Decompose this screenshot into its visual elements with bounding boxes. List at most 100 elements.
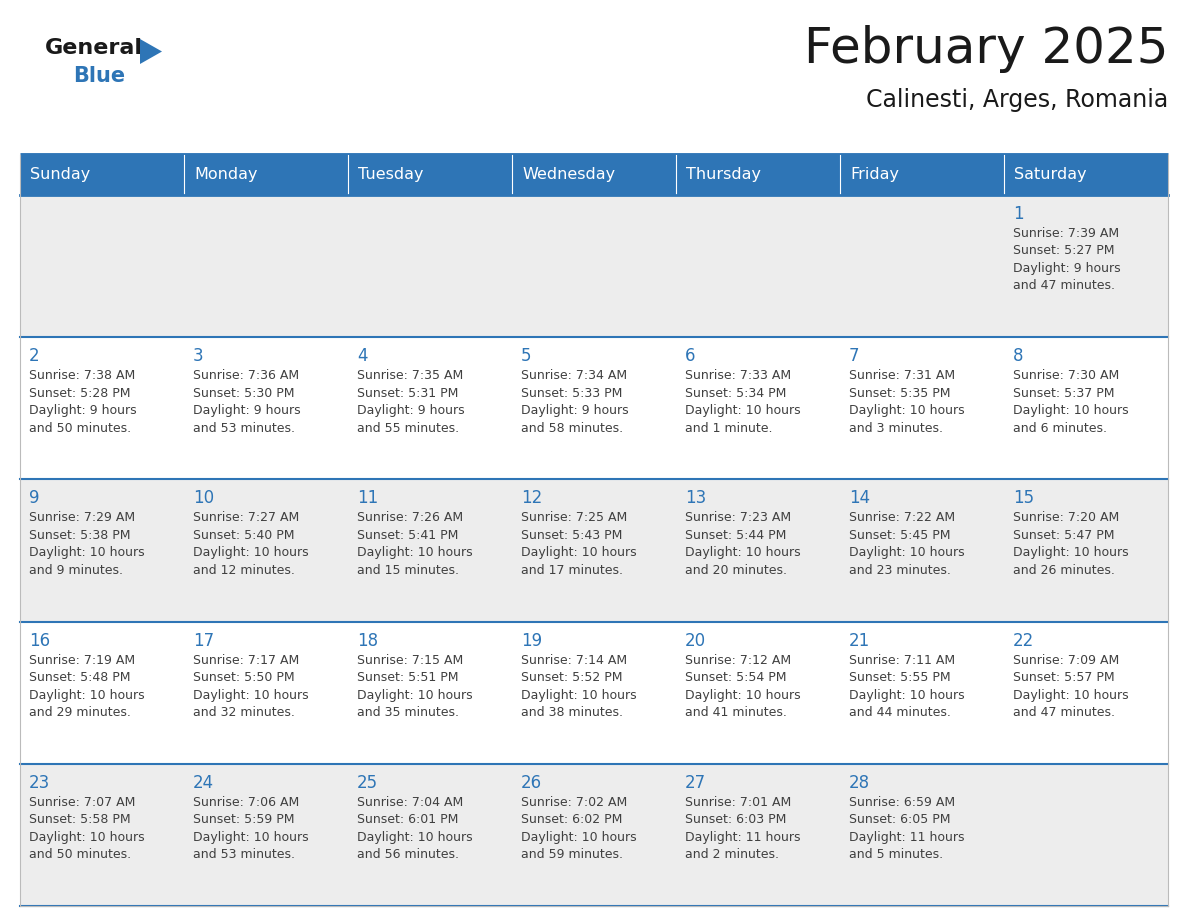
Bar xyxy=(840,621,1004,764)
Bar xyxy=(1004,195,1168,337)
Text: Saturday: Saturday xyxy=(1015,167,1087,183)
Text: Sunset: 5:47 PM: Sunset: 5:47 PM xyxy=(1013,529,1114,542)
Text: Sunrise: 7:17 AM: Sunrise: 7:17 AM xyxy=(192,654,299,666)
Text: 20: 20 xyxy=(685,632,706,650)
Text: 27: 27 xyxy=(685,774,706,792)
Text: and 53 minutes.: and 53 minutes. xyxy=(192,421,295,435)
Text: Sunrise: 7:22 AM: Sunrise: 7:22 AM xyxy=(849,511,955,524)
Text: and 56 minutes.: and 56 minutes. xyxy=(358,848,459,861)
Text: Daylight: 10 hours: Daylight: 10 hours xyxy=(522,831,637,844)
Text: and 35 minutes.: and 35 minutes. xyxy=(358,706,459,719)
Text: Sunset: 5:30 PM: Sunset: 5:30 PM xyxy=(192,386,295,399)
Text: 13: 13 xyxy=(685,489,706,508)
Text: Daylight: 10 hours: Daylight: 10 hours xyxy=(685,688,801,701)
Bar xyxy=(512,337,676,479)
Text: Sunrise: 7:33 AM: Sunrise: 7:33 AM xyxy=(685,369,791,382)
Bar xyxy=(676,764,840,906)
Text: Sunrise: 7:14 AM: Sunrise: 7:14 AM xyxy=(522,654,627,666)
Bar xyxy=(840,155,1004,195)
Text: Sunset: 5:44 PM: Sunset: 5:44 PM xyxy=(685,529,786,542)
Text: Wednesday: Wednesday xyxy=(522,167,615,183)
Text: General: General xyxy=(45,38,143,58)
Text: Sunrise: 7:09 AM: Sunrise: 7:09 AM xyxy=(1013,654,1119,666)
Bar xyxy=(512,479,676,621)
Text: Sunrise: 7:12 AM: Sunrise: 7:12 AM xyxy=(685,654,791,666)
Text: 18: 18 xyxy=(358,632,378,650)
Text: Daylight: 11 hours: Daylight: 11 hours xyxy=(685,831,801,844)
Text: Sunrise: 7:35 AM: Sunrise: 7:35 AM xyxy=(358,369,463,382)
Text: Sunset: 5:37 PM: Sunset: 5:37 PM xyxy=(1013,386,1114,399)
Text: Sunrise: 7:39 AM: Sunrise: 7:39 AM xyxy=(1013,227,1119,240)
Text: Sunrise: 7:11 AM: Sunrise: 7:11 AM xyxy=(849,654,955,666)
Text: Tuesday: Tuesday xyxy=(358,167,423,183)
Text: Sunrise: 7:01 AM: Sunrise: 7:01 AM xyxy=(685,796,791,809)
Text: Sunset: 5:59 PM: Sunset: 5:59 PM xyxy=(192,813,295,826)
Text: 9: 9 xyxy=(29,489,39,508)
Bar xyxy=(512,764,676,906)
Text: 24: 24 xyxy=(192,774,214,792)
Text: 12: 12 xyxy=(522,489,542,508)
Text: Sunrise: 7:20 AM: Sunrise: 7:20 AM xyxy=(1013,511,1119,524)
Text: and 32 minutes.: and 32 minutes. xyxy=(192,706,295,719)
Text: 21: 21 xyxy=(849,632,871,650)
Text: Daylight: 11 hours: Daylight: 11 hours xyxy=(849,831,965,844)
Text: Daylight: 9 hours: Daylight: 9 hours xyxy=(192,404,301,417)
Text: 15: 15 xyxy=(1013,489,1034,508)
Text: Sunset: 5:48 PM: Sunset: 5:48 PM xyxy=(29,671,131,684)
Text: and 41 minutes.: and 41 minutes. xyxy=(685,706,786,719)
Text: Sunrise: 7:25 AM: Sunrise: 7:25 AM xyxy=(522,511,627,524)
Text: Daylight: 9 hours: Daylight: 9 hours xyxy=(522,404,628,417)
Bar xyxy=(184,621,348,764)
Text: Daylight: 10 hours: Daylight: 10 hours xyxy=(522,546,637,559)
Text: 19: 19 xyxy=(522,632,542,650)
Bar xyxy=(20,337,184,479)
Bar xyxy=(512,195,676,337)
Text: Daylight: 10 hours: Daylight: 10 hours xyxy=(29,831,145,844)
Text: Daylight: 10 hours: Daylight: 10 hours xyxy=(358,688,473,701)
Text: and 55 minutes.: and 55 minutes. xyxy=(358,421,459,435)
Text: 8: 8 xyxy=(1013,347,1024,365)
Bar xyxy=(20,479,184,621)
Text: Daylight: 10 hours: Daylight: 10 hours xyxy=(192,546,309,559)
Text: Daylight: 10 hours: Daylight: 10 hours xyxy=(685,546,801,559)
Text: Daylight: 10 hours: Daylight: 10 hours xyxy=(192,688,309,701)
Text: 25: 25 xyxy=(358,774,378,792)
Text: 10: 10 xyxy=(192,489,214,508)
Bar xyxy=(1004,764,1168,906)
Text: Daylight: 10 hours: Daylight: 10 hours xyxy=(522,688,637,701)
Text: Sunset: 6:01 PM: Sunset: 6:01 PM xyxy=(358,813,459,826)
Text: Sunset: 5:50 PM: Sunset: 5:50 PM xyxy=(192,671,295,684)
Text: Sunrise: 7:29 AM: Sunrise: 7:29 AM xyxy=(29,511,135,524)
Bar xyxy=(20,621,184,764)
Text: and 5 minutes.: and 5 minutes. xyxy=(849,848,943,861)
Text: Sunset: 5:43 PM: Sunset: 5:43 PM xyxy=(522,529,623,542)
Bar xyxy=(512,155,676,195)
Text: and 20 minutes.: and 20 minutes. xyxy=(685,564,786,577)
Text: Sunrise: 7:36 AM: Sunrise: 7:36 AM xyxy=(192,369,299,382)
Text: Sunset: 5:34 PM: Sunset: 5:34 PM xyxy=(685,386,786,399)
Text: 16: 16 xyxy=(29,632,50,650)
Bar xyxy=(348,155,512,195)
Text: Daylight: 10 hours: Daylight: 10 hours xyxy=(29,546,145,559)
Text: Sunset: 5:51 PM: Sunset: 5:51 PM xyxy=(358,671,459,684)
Text: and 1 minute.: and 1 minute. xyxy=(685,421,772,435)
Bar xyxy=(348,621,512,764)
Text: Sunrise: 7:07 AM: Sunrise: 7:07 AM xyxy=(29,796,135,809)
Text: Sunrise: 6:59 AM: Sunrise: 6:59 AM xyxy=(849,796,955,809)
Text: Sunset: 5:28 PM: Sunset: 5:28 PM xyxy=(29,386,131,399)
Text: Sunset: 5:58 PM: Sunset: 5:58 PM xyxy=(29,813,131,826)
Text: and 29 minutes.: and 29 minutes. xyxy=(29,706,131,719)
Text: February 2025: February 2025 xyxy=(803,25,1168,73)
Text: Sunrise: 7:06 AM: Sunrise: 7:06 AM xyxy=(192,796,299,809)
Text: Sunset: 6:02 PM: Sunset: 6:02 PM xyxy=(522,813,623,826)
Bar xyxy=(348,337,512,479)
Text: and 59 minutes.: and 59 minutes. xyxy=(522,848,623,861)
Text: Daylight: 10 hours: Daylight: 10 hours xyxy=(358,831,473,844)
Bar xyxy=(1004,337,1168,479)
Text: Sunday: Sunday xyxy=(30,167,90,183)
Text: 28: 28 xyxy=(849,774,870,792)
Text: and 12 minutes.: and 12 minutes. xyxy=(192,564,295,577)
Text: and 2 minutes.: and 2 minutes. xyxy=(685,848,779,861)
Text: Daylight: 10 hours: Daylight: 10 hours xyxy=(849,546,965,559)
Text: Daylight: 10 hours: Daylight: 10 hours xyxy=(1013,404,1129,417)
